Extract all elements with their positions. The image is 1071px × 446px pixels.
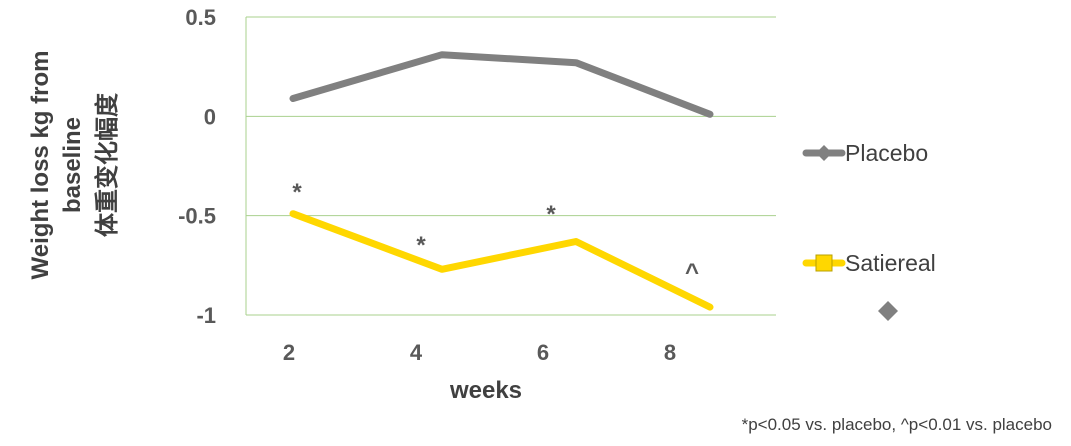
significance-mark: *	[546, 201, 556, 228]
y-tick-label: -1	[196, 303, 216, 328]
y-axis-title-line-1: Weight loss kg from	[27, 51, 54, 280]
x-tick-label: 4	[410, 340, 423, 365]
y-tick-labels: 0.5 0 -0.5 -1	[178, 5, 216, 328]
y-tick-label: 0	[204, 104, 216, 129]
diamond-marker-icon	[816, 145, 832, 161]
x-tick-label: 8	[664, 340, 676, 365]
gridlines	[245, 16, 776, 316]
legend-item-satiereal: Satiereal	[802, 250, 936, 276]
legend-label: Satiereal	[845, 250, 936, 276]
x-tick-label: 6	[537, 340, 549, 365]
x-tick-labels: 2 4 6 8	[283, 340, 676, 365]
series-line-placebo	[289, 51, 714, 118]
series-line-satiereal	[289, 210, 714, 311]
x-tick-label: 2	[283, 340, 295, 365]
legend: Placebo Satiereal	[802, 140, 936, 321]
series-lines	[289, 51, 714, 311]
significance-marks: * * * ^	[292, 179, 699, 286]
legend-label: Placebo	[845, 140, 928, 166]
square-marker-icon	[815, 254, 833, 272]
significance-mark: *	[416, 232, 426, 259]
significance-mark: *	[292, 179, 302, 206]
significance-footnote: *p<0.05 vs. placebo, ^p<0.01 vs. placebo	[742, 415, 1052, 434]
y-axis-title-line-2: baseline	[59, 117, 86, 213]
significance-mark: ^	[685, 259, 699, 286]
y-tick-label: 0.5	[185, 5, 216, 30]
y-axis-title-line-3: 体重变化幅度	[93, 92, 121, 237]
x-axis-title: weeks	[449, 377, 522, 404]
y-tick-label: -0.5	[178, 204, 216, 229]
y-axis-title: Weight loss kg from baseline 体重变化幅度	[27, 51, 121, 280]
diamond-marker-icon	[878, 301, 898, 321]
legend-item-placebo: Placebo	[802, 140, 928, 166]
